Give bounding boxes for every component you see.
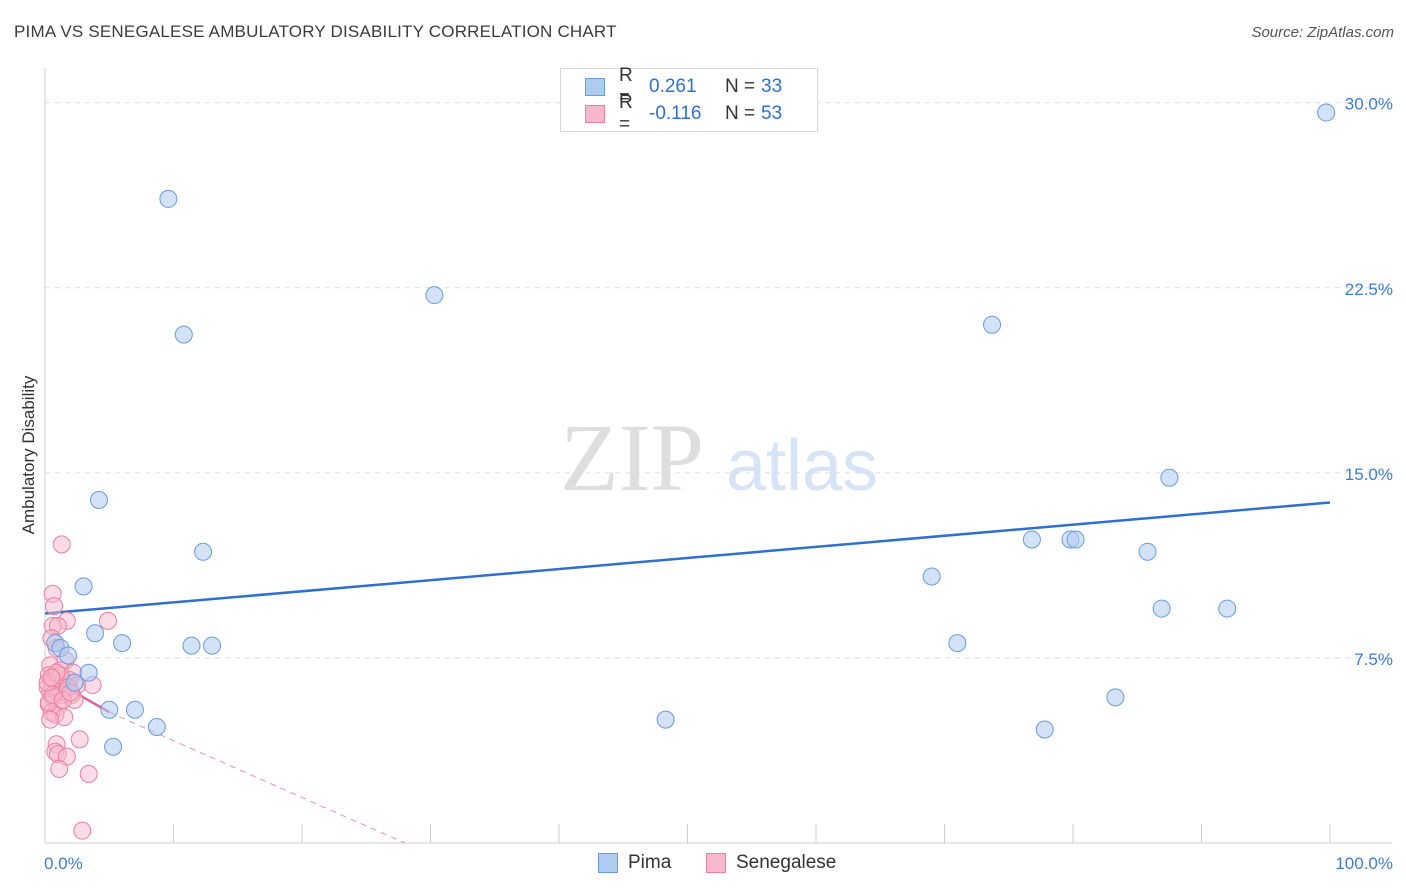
pima-point [1317, 103, 1336, 122]
pima-point [125, 700, 144, 719]
pima-point [983, 315, 1002, 334]
pima-point [656, 710, 675, 729]
pima-point [182, 636, 201, 655]
pima-point [1138, 542, 1157, 561]
pima-point [174, 325, 193, 344]
senegalese-point [41, 710, 60, 729]
x-tick-label: 0.0% [44, 854, 83, 873]
legend-item-pima[interactable]: Pima [598, 852, 671, 874]
senegalese-point [44, 597, 63, 616]
pima-point [159, 189, 178, 208]
legend-row-pima: R = 0.261 N = 33 [585, 65, 783, 108]
senegalese-legend-label: Senegalese [736, 852, 837, 873]
stats-legend: R = 0.261 N = 33 R = -0.116 N = 53 [560, 65, 818, 135]
chart-title: PIMA VS SENEGALESE AMBULATORY DISABILITY… [14, 22, 617, 41]
y-tick-label: 15.0% [1345, 465, 1393, 484]
pima-legend-swatch [598, 853, 618, 873]
pima-n-value: 33 [761, 76, 783, 97]
pima-point [59, 646, 78, 665]
pima-point [1066, 530, 1085, 549]
senegalese-trend-extension [109, 711, 406, 844]
y-tick-label: 22.5% [1345, 280, 1393, 299]
pima-point [104, 737, 123, 756]
senegalese-point [42, 668, 61, 687]
watermark-atlas: atlas [726, 426, 878, 506]
senegalese-legend-swatch [706, 853, 726, 873]
senegalese-r-label: R = [619, 92, 633, 135]
pima-point [113, 634, 132, 653]
senegalese-n-label: N = [725, 103, 756, 124]
watermark: ZIP atlas [560, 404, 878, 511]
pima-swatch [585, 78, 605, 96]
pima-point [1218, 599, 1237, 618]
pima-point [86, 624, 105, 643]
pima-point [425, 286, 444, 305]
pima-point [1035, 720, 1054, 739]
pima-point [1106, 688, 1125, 707]
pima-n-label: N = [725, 76, 756, 97]
watermark-zip: ZIP [560, 404, 704, 511]
pima-point [65, 673, 84, 692]
pima-point [948, 634, 967, 653]
pima-point [79, 663, 98, 682]
grid-lines [45, 102, 1392, 659]
senegalese-point [50, 759, 69, 778]
senegalese-point [98, 611, 117, 630]
source-label: Source: ZipAtlas.com [1251, 24, 1394, 41]
pima-trend-line [44, 501, 1331, 615]
pima-point [1152, 599, 1171, 618]
y-tick-label: 30.0% [1345, 95, 1393, 114]
senegalese-n-value: 53 [761, 103, 783, 124]
legend-item-senegalese[interactable]: Senegalese [706, 852, 836, 874]
x-tick-label: 100.0% [1335, 854, 1393, 873]
pima-legend-label: Pima [628, 852, 672, 873]
pima-point [74, 577, 93, 596]
senegalese-point [52, 535, 71, 554]
senegalese-point [70, 730, 89, 749]
senegalese-swatch [585, 105, 605, 123]
pima-r-value: 0.261 [649, 76, 697, 97]
pima-point [89, 490, 108, 509]
pima-point [100, 700, 119, 719]
tick-labels: 7.5% 15.0% 22.5% 30.0% 0.0% 100.0% [44, 95, 1393, 873]
y-tick-label: 7.5% [1354, 650, 1393, 669]
axes [44, 68, 1392, 844]
pima-point [203, 636, 222, 655]
y-axis-label: Ambulatory Disability [19, 375, 38, 534]
series-legend: Pima Senegalese [0, 852, 1406, 878]
senegalese-point [73, 821, 92, 840]
legend-row-senegalese: R = -0.116 N = 53 [585, 92, 783, 135]
senegalese-point [79, 764, 98, 783]
data-points [38, 103, 1336, 840]
pima-point [147, 718, 166, 737]
pima-point [922, 567, 941, 586]
pima-point [1160, 468, 1179, 487]
senegalese-r-value: -0.116 [649, 103, 702, 124]
pima-point [1022, 530, 1041, 549]
trend-lines [44, 501, 1331, 844]
pima-point [194, 542, 213, 561]
pima-r-label: R = [619, 65, 633, 108]
